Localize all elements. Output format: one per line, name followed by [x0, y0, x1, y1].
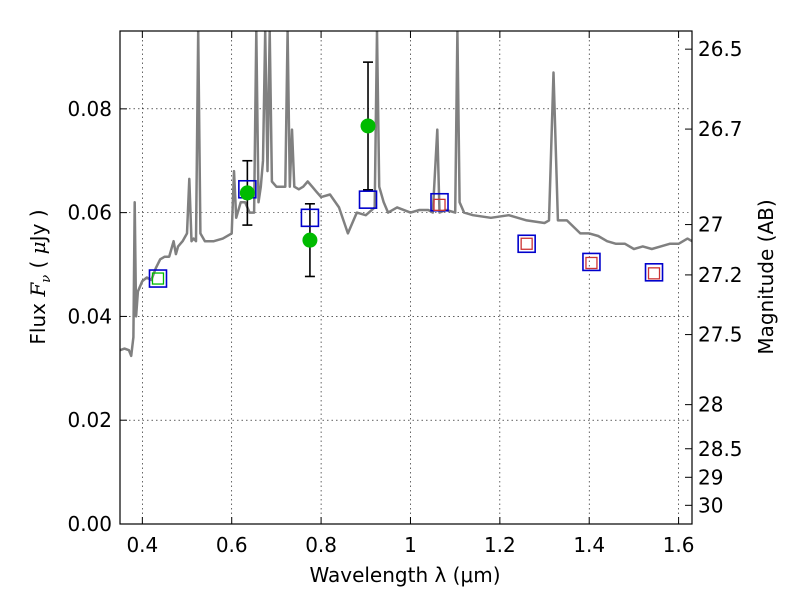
model-square	[517, 234, 536, 254]
right-tick-label: 26.7	[698, 117, 743, 141]
y-tick-label: 0.04	[67, 304, 112, 328]
model-square	[582, 252, 601, 272]
y-tick-label: 0.00	[67, 512, 112, 536]
plot-frame	[119, 30, 693, 525]
marker-layer	[148, 61, 664, 288]
inner-square	[520, 237, 533, 250]
inner-square	[647, 267, 661, 280]
right-tick-label: 27	[698, 213, 723, 237]
x-tick-label: 1.4	[573, 533, 605, 557]
x-tick-label: 0.8	[305, 533, 337, 557]
right-tick-label: 27.5	[698, 323, 743, 347]
y-axis-right-label: Magnitude (AB)	[754, 199, 778, 354]
grid	[120, 31, 692, 525]
inner-square	[433, 198, 446, 211]
x-tick-label: 1.6	[663, 533, 695, 557]
model-square	[148, 269, 168, 288]
x-tick-label: 0.6	[216, 533, 248, 557]
right-tick-label: 28.5	[698, 437, 743, 461]
y-tick-label: 0.06	[67, 201, 112, 225]
y-axis-label: Flux Fν ( μJy )	[26, 209, 54, 344]
x-tick-label: 1.2	[484, 533, 516, 557]
y-tick-label: 0.08	[67, 97, 112, 121]
model-square	[644, 263, 664, 282]
right-tick-label: 30	[698, 493, 723, 517]
model-square	[300, 208, 320, 228]
x-axis-label: Wavelength λ (μm)	[309, 563, 500, 587]
inner-square	[585, 256, 598, 270]
right-tick-label: 28	[698, 393, 723, 417]
observed-point	[239, 185, 255, 201]
observed-point	[302, 232, 318, 248]
inner-square	[151, 272, 165, 285]
x-tick-label: 1	[404, 533, 417, 557]
right-tick-label: 26.5	[698, 37, 743, 61]
sed-line-layer	[120, 31, 692, 358]
y-tick-label: 0.02	[67, 408, 112, 432]
right-tick-label: 27.2	[698, 263, 743, 287]
right-tick-label: 29	[698, 465, 723, 489]
model-square	[358, 190, 378, 209]
observed-point	[360, 118, 376, 134]
axis-ticks: 0.4 0.6 0.8 1 1.2 1.4 1.6 0.00 0.02 0.04 0.06 0.08 2…	[67, 31, 743, 557]
sed-line	[120, 31, 692, 358]
x-tick-label: 0.4	[126, 533, 158, 557]
